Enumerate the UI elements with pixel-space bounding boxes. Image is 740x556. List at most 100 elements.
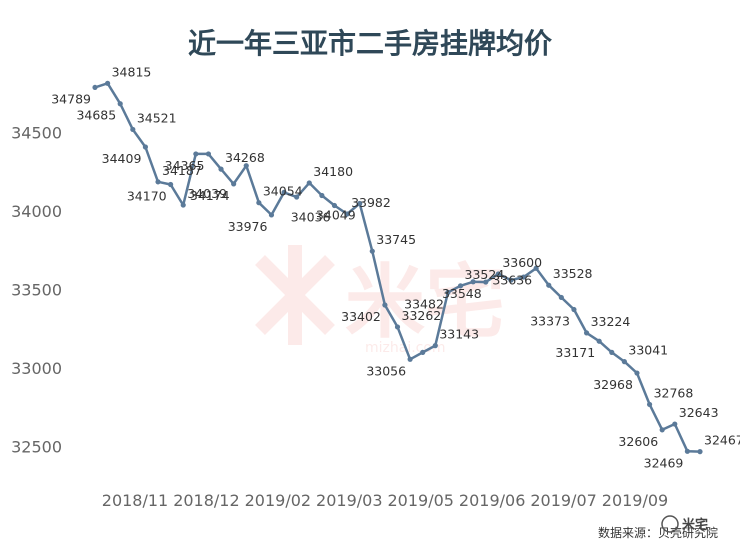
watermark-logo-mark bbox=[255, 245, 335, 345]
data-label: 32467 bbox=[704, 433, 740, 448]
data-point bbox=[407, 356, 413, 362]
x-tick-label: 2018/12 bbox=[173, 491, 239, 510]
data-label: 33482 bbox=[404, 296, 444, 311]
data-point bbox=[457, 283, 464, 289]
x-tick-label: 2019/06 bbox=[459, 491, 525, 510]
data-label: 34521 bbox=[137, 110, 177, 125]
data-point bbox=[256, 200, 262, 206]
data-point bbox=[105, 80, 111, 86]
data-label: 33402 bbox=[341, 309, 381, 324]
data-label: 32643 bbox=[679, 405, 719, 420]
data-label: 32469 bbox=[644, 455, 684, 470]
data-series: 34789 34815 34685 34521 34409 34187 34170 34039… bbox=[51, 64, 740, 470]
y-tick-label: 33000 bbox=[11, 359, 62, 378]
x-tick-label: 2019/09 bbox=[602, 491, 668, 510]
data-label: 34789 bbox=[51, 91, 91, 106]
data-label: 33745 bbox=[376, 232, 416, 247]
x-tick-label: 2019/05 bbox=[387, 491, 453, 510]
watermark-brand: 米宅 bbox=[345, 256, 505, 349]
data-label: 33524 bbox=[465, 267, 505, 282]
data-label: 33373 bbox=[530, 314, 570, 329]
data-label: 34409 bbox=[102, 151, 142, 166]
source-note: 数据来源：贝壳研究院 bbox=[598, 525, 718, 540]
data-point bbox=[596, 338, 602, 344]
data-point bbox=[205, 151, 212, 157]
data-point bbox=[609, 349, 615, 355]
data-label: 34049 bbox=[316, 207, 356, 222]
watermark: 米宅 mizhai.com bbox=[255, 245, 505, 356]
chart-title: 近一年三亚市二手房挂牌均价 bbox=[188, 27, 553, 60]
data-point bbox=[697, 449, 703, 455]
data-label: 34039 bbox=[187, 186, 227, 201]
data-label: 34815 bbox=[112, 64, 152, 79]
data-point bbox=[558, 294, 564, 301]
data-point bbox=[117, 101, 123, 107]
data-label: 33600 bbox=[502, 255, 542, 270]
series-points bbox=[92, 80, 703, 455]
data-point bbox=[571, 306, 577, 313]
y-tick-label: 34000 bbox=[11, 202, 62, 221]
data-point bbox=[382, 302, 388, 308]
data-point bbox=[495, 271, 501, 277]
data-label: 34036 bbox=[291, 210, 331, 225]
data-point bbox=[659, 427, 665, 433]
data-label: 32606 bbox=[618, 434, 658, 449]
data-label: 34685 bbox=[76, 108, 116, 123]
data-label: 34187 bbox=[162, 163, 202, 178]
brand-logo-icon bbox=[661, 515, 679, 533]
data-point bbox=[369, 248, 375, 254]
brand-badge: 米宅 bbox=[661, 515, 708, 533]
data-point bbox=[520, 274, 527, 280]
data-point bbox=[420, 349, 426, 355]
x-tick-label: 2019/07 bbox=[530, 491, 596, 510]
data-point bbox=[546, 282, 552, 288]
y-tick-label: 34500 bbox=[11, 124, 62, 143]
data-point bbox=[294, 194, 300, 200]
data-point bbox=[432, 343, 438, 349]
data-point bbox=[142, 144, 149, 150]
data-point bbox=[243, 163, 249, 169]
data-point bbox=[231, 181, 237, 187]
x-tick-label: 2018/11 bbox=[102, 491, 168, 510]
data-point bbox=[483, 279, 489, 285]
data-label: 34054 bbox=[263, 184, 303, 199]
data-label: 34268 bbox=[225, 150, 265, 165]
data-label: 33041 bbox=[628, 343, 668, 358]
data-point bbox=[672, 421, 678, 427]
data-point bbox=[193, 151, 199, 157]
data-label: 33548 bbox=[442, 286, 482, 301]
data-label: 32768 bbox=[654, 385, 694, 400]
data-label: 32968 bbox=[593, 377, 633, 392]
data-point bbox=[684, 448, 690, 454]
data-point bbox=[331, 202, 338, 209]
data-labels: 34789 34815 34685 34521 34409 34187 34170 34039… bbox=[51, 64, 740, 470]
data-point bbox=[621, 359, 627, 365]
data-point bbox=[155, 179, 161, 185]
data-label: 33224 bbox=[591, 314, 631, 329]
data-point bbox=[306, 180, 312, 186]
data-point bbox=[130, 126, 136, 133]
x-axis: 2018/11 2018/12 2019/02 2019/03 2019/05 2019/… bbox=[102, 491, 668, 510]
data-label: 33528 bbox=[553, 266, 593, 281]
data-point bbox=[92, 84, 98, 91]
data-point bbox=[168, 181, 174, 188]
data-label: 34170 bbox=[127, 189, 167, 204]
data-point bbox=[218, 166, 224, 172]
y-axis: 32500 33000 33500 34000 34500 bbox=[11, 124, 62, 457]
data-point bbox=[357, 200, 363, 207]
data-point bbox=[445, 289, 451, 296]
data-label: 34174 bbox=[190, 188, 230, 203]
data-label: 34365 bbox=[165, 158, 205, 173]
data-point bbox=[470, 279, 476, 285]
data-point bbox=[508, 277, 514, 283]
data-point bbox=[281, 189, 287, 195]
data-label: 33056 bbox=[366, 363, 406, 378]
y-tick-label: 32500 bbox=[11, 437, 62, 456]
data-point bbox=[533, 265, 539, 271]
data-label: 33982 bbox=[351, 195, 391, 210]
y-tick-label: 33500 bbox=[11, 281, 62, 300]
data-point bbox=[394, 324, 401, 330]
x-tick-label: 2019/02 bbox=[245, 491, 311, 510]
data-point bbox=[268, 212, 275, 218]
